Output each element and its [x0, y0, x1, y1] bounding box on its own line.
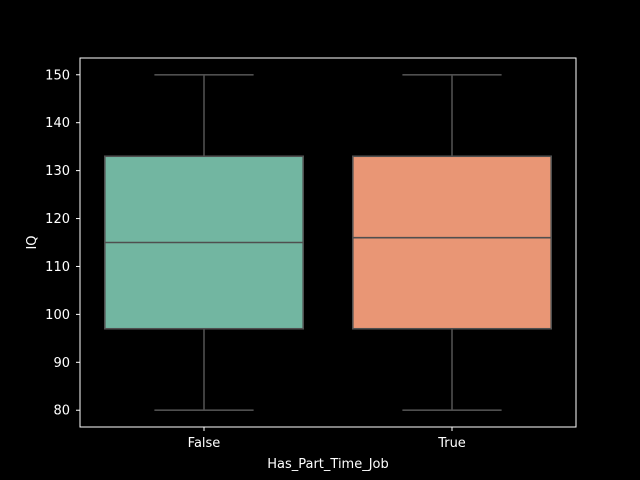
iqr-box	[351, 155, 552, 330]
x-axis-ticks: False True	[188, 427, 466, 451]
y-tick-label: 120	[45, 212, 70, 227]
box-false	[104, 73, 304, 412]
axes-frame	[79, 57, 577, 428]
y-tick-label: 140	[45, 116, 70, 131]
y-tick-label: 100	[45, 308, 70, 323]
y-tick-label: 90	[53, 356, 70, 371]
y-axis-ticks: 80 90 100 110 120 130 140 150	[45, 68, 80, 419]
y-tick-label: 80	[53, 404, 70, 419]
x-tick-label: True	[437, 436, 466, 451]
y-tick-label: 110	[45, 260, 70, 275]
x-axis-label: Has_Part_Time_Job	[267, 457, 389, 472]
y-tick-label: 150	[45, 68, 70, 83]
box-true	[351, 73, 552, 412]
y-tick-label: 130	[45, 164, 70, 179]
box-group	[104, 73, 552, 412]
x-tick-label: False	[188, 436, 221, 451]
y-axis-label: IQ	[25, 235, 40, 249]
